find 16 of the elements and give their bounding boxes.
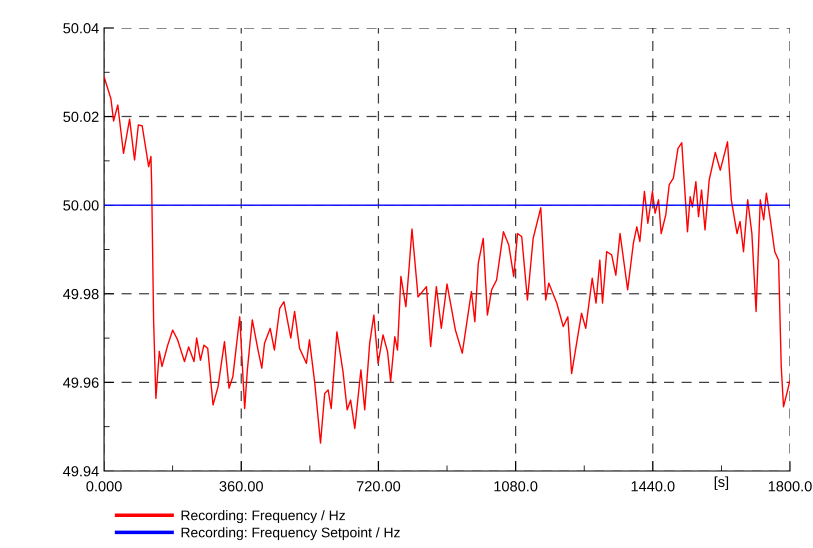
legend-label: Recording: Frequency / Hz (182, 510, 345, 524)
y-tick-label: 49.98 (63, 288, 99, 300)
x-tick-label: 720.00 (356, 481, 400, 492)
legend-label: Recording: Frequency Setpoint / Hz (182, 527, 400, 540)
x-tick-label: 1800.0 (768, 481, 812, 492)
x-tick-label: 1440.0 (632, 481, 675, 492)
x-tick-label: 0.000 (86, 481, 122, 492)
x-axis-title: [s] (714, 476, 728, 490)
x-tick-label: 360.00 (220, 481, 263, 492)
y-tick-label: 49.96 (63, 377, 99, 388)
y-tick-label: 50.02 (63, 112, 98, 122)
x-tick-label: 1080.0 (494, 481, 538, 492)
y-tick-label: 50.04 (63, 23, 99, 34)
y-tick-label: 49.94 (63, 466, 99, 476)
y-tick-label: 50.00 (63, 200, 99, 211)
line-series (104, 76, 790, 444)
